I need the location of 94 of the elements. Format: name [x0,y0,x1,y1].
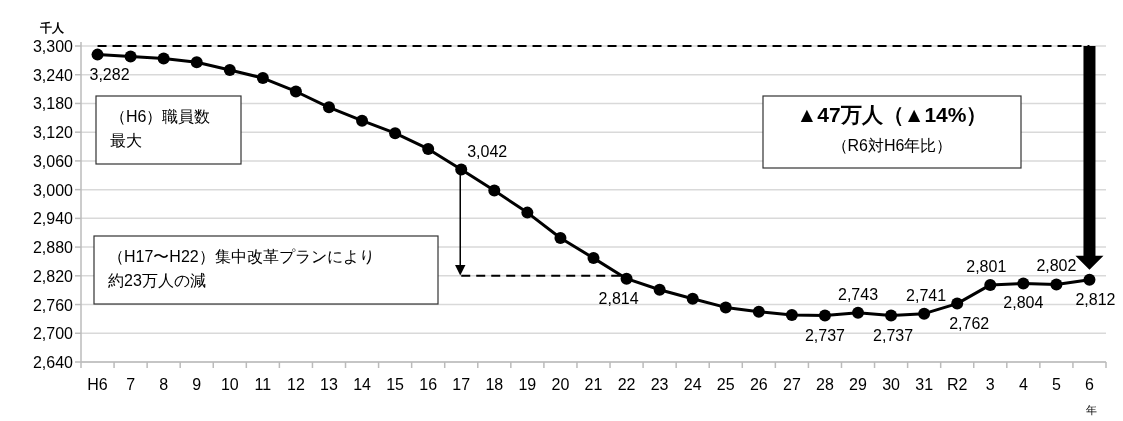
data-label: 2,741 [906,286,947,304]
x-tick-label: 19 [518,376,537,393]
y-tick-label: 3,300 [32,38,74,55]
x-tick-label: 24 [683,376,702,393]
x-tick-label: 5 [1051,376,1061,393]
data-label: 2,762 [949,314,990,332]
x-tick-label: 7 [126,376,136,393]
x-tick-label: 10 [220,376,239,393]
x-tick-label: 28 [816,376,834,393]
annotation: 約23万人の減 [108,272,206,289]
data-label: 2,737 [804,326,846,344]
x-tick-label: 6 [1085,376,1095,393]
x-tick-label: 8 [159,376,169,393]
annotation: （H6）職員数 [110,108,211,125]
data-label: 2,814 [598,289,639,307]
x-tick-label: 30 [882,376,901,393]
point [124,50,137,63]
x-tick-label: 3 [985,376,995,393]
data-label: 2,802 [1036,257,1077,275]
data-label: 2,812 [1075,290,1116,308]
point [1017,277,1030,290]
x-tick-label: 26 [749,376,768,393]
point [554,231,567,244]
point [686,292,699,305]
point [653,283,666,296]
point [852,306,865,319]
point [389,127,402,140]
x-tick-label: 29 [849,376,868,393]
x-tick-label: R2 [946,376,968,393]
data-label: 2,737 [873,326,914,344]
point [984,278,997,291]
y-axis-title: 千人 [39,21,65,35]
x-tick-label: 27 [782,376,801,393]
point [752,305,765,318]
y-tick-label: 3,060 [32,152,74,170]
annotation: （H17〜H22）集中改革プランにより [108,248,375,265]
y-tick-label: 2,700 [32,325,74,343]
point [223,63,236,76]
y-tick-label: 2,880 [32,239,74,257]
data-label: 3,282 [89,65,130,83]
y-tick-label: 3,180 [32,95,74,113]
x-tick-label: 17 [452,376,471,393]
x-tick-label: H6 [87,376,108,393]
point [719,301,732,314]
point [620,272,633,285]
point [521,206,534,219]
y-tick-label: 2,940 [32,210,74,228]
point [289,85,302,98]
x-tick-label: 12 [287,376,305,393]
x-axis-title: 年 [1085,404,1097,416]
x-tick-label: 4 [1018,376,1028,393]
data-label: 2,804 [1003,294,1044,312]
annotation: （R6対H6年比） [831,137,953,154]
x-tick-label: 31 [915,376,934,393]
point [91,48,104,61]
x-tick-label: 25 [716,376,735,393]
x-tick-label: 15 [386,376,405,393]
x-tick-label: 22 [617,376,636,393]
data-label: 3,042 [467,142,508,160]
point [587,252,600,265]
y-tick-label: 2,640 [32,354,74,371]
x-tick-label: 11 [254,376,272,393]
annotation: 最大 [110,132,142,149]
x-tick-label: 18 [485,376,504,393]
y-tick-label: 2,760 [32,296,74,314]
x-tick-label: 13 [320,376,338,393]
point [885,309,898,322]
y-tick-label: 3,240 [32,66,74,84]
point [256,72,269,85]
point [455,163,468,176]
x-tick-label: 9 [192,376,202,393]
point [1050,278,1063,291]
x-tick-label: 14 [353,376,372,393]
point [488,184,501,197]
point [190,56,203,69]
point [422,142,435,155]
point [322,101,335,114]
point [818,309,831,322]
x-tick-label: 20 [551,376,570,393]
y-tick-label: 3,120 [32,124,74,142]
x-tick-label: 21 [584,376,603,393]
y-tick-label: 3,000 [32,181,74,199]
annotation: ▲47万人（▲14%） [796,103,988,126]
point [918,307,931,320]
x-tick-label: 16 [419,376,438,393]
data-label: 2,743 [837,285,879,303]
data-label: 2,801 [966,257,1007,275]
point [785,309,798,322]
x-tick-label: 23 [650,376,669,393]
point [356,114,369,127]
y-tick-label: 2,820 [32,267,74,285]
point [951,297,964,310]
point [157,52,170,65]
point [1083,273,1096,286]
